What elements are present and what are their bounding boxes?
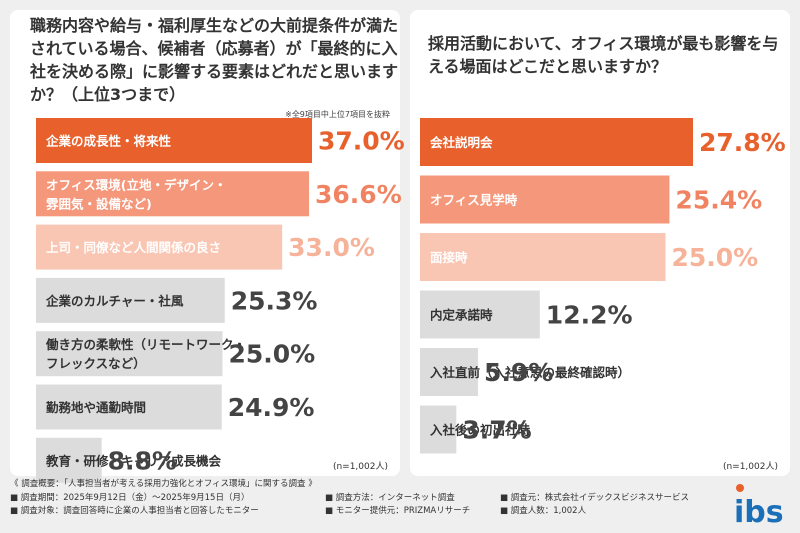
- right-bar-3: [420, 233, 666, 281]
- left-value-label-4: 25.3%: [231, 286, 318, 315]
- survey-footer: 《 調査概要：「人事担当者が考える採用力強化とオフィス環境」に関する調査 》 ■…: [10, 478, 730, 519]
- left-bar-6: [36, 384, 222, 430]
- survey-org: ■ 調査元：株式会社イデックスビジネスサービス: [500, 492, 689, 503]
- left-value-label-7: 8.8%: [108, 446, 177, 475]
- left-sample-size-note: (n=1,002人): [332, 462, 388, 472]
- right-value-label-4: 12.2%: [546, 301, 633, 330]
- left-bar-chart: 企業の成長性・将来性 37.0% オフィス環境(立地・デザイン・雰囲気・設備など) 3…: [36, 118, 405, 483]
- right-bar-group-4: 内定承諾時 12.2%: [420, 290, 633, 339]
- left-category-label-5-line-2: フレックスなど）: [46, 356, 146, 371]
- left-bar-group-3: 上司・同僚など人間関係の良さ 33.0%: [36, 224, 375, 270]
- survey-period: ■ 調査期間：2025年9月12日（金）～2025年9月15日（月）: [10, 492, 250, 503]
- left-bar-1: [36, 118, 312, 163]
- right-bar-1: [420, 118, 693, 166]
- ibs-logo: ibs: [734, 484, 784, 528]
- left-value-label-2: 36.6%: [315, 180, 402, 209]
- left-bar-3: [36, 224, 283, 270]
- right-bar-6: [420, 405, 457, 454]
- left-value-label-1: 37.0%: [318, 127, 405, 156]
- left-category-label-2-line-2: 雰囲気・設備など): [46, 196, 152, 211]
- right-category-label-3: 面接時: [430, 250, 468, 265]
- right-category-label-1: 会社説明会: [430, 135, 493, 150]
- logo-text: ibs: [734, 495, 784, 528]
- right-value-label-2: 25.4%: [675, 186, 762, 215]
- survey-method: ■ 調査方法：インターネット調査: [325, 492, 455, 503]
- right-value-label-1: 27.8%: [699, 128, 786, 157]
- left-bar-group-5: 働き方の柔軟性（リモートワーク・フレックスなど） 25.0%: [36, 331, 315, 377]
- right-sample-size-note: (n=1,002人): [722, 462, 778, 472]
- logo-dot: [736, 484, 744, 492]
- right-value-label-6: 3.7%: [462, 416, 531, 445]
- right-question-title: 採用活動において、オフィス環境が最も影響を与える場面はどこだと思いますか？: [428, 34, 779, 76]
- right-bar-5: [420, 348, 478, 396]
- left-value-label-3: 33.0%: [288, 233, 375, 262]
- right-category-label-4: 内定承諾時: [430, 308, 493, 323]
- right-category-label-2: オフィス見学時: [430, 193, 518, 208]
- left-category-label-5-line-1: 働き方の柔軟性（リモートワーク・: [45, 337, 246, 352]
- left-category-label-1: 企業の成長性・将来性: [45, 134, 172, 149]
- left-category-label-3: 上司・同僚など人間関係の良さ: [46, 240, 221, 255]
- right-bar-4: [420, 290, 540, 339]
- right-bar-2: [420, 175, 670, 224]
- left-value-label-6: 24.9%: [228, 393, 315, 422]
- right-value-label-3: 25.0%: [672, 243, 759, 272]
- right-category-label-5: 入社直前（入社意思の最終確認時）: [430, 365, 630, 380]
- left-excerpt-note: ※全9項目中上位7項目を抜粋: [285, 110, 390, 119]
- right-value-label-5: 5.9%: [484, 358, 553, 387]
- left-bar-group-1: 企業の成長性・将来性 37.0%: [36, 118, 405, 163]
- left-bar-5: [36, 331, 223, 377]
- left-category-label-4: 企業のカルチャー・社風: [45, 293, 184, 308]
- left-bar-group-2: オフィス環境(立地・デザイン・雰囲気・設備など) 36.6%: [36, 171, 402, 217]
- left-bar-4: [36, 277, 225, 323]
- right-bar-group-1: 会社説明会 27.8%: [420, 118, 786, 166]
- right-bar-group-5: 入社直前（入社意思の最終確認時）5.9%: [420, 348, 630, 396]
- right-category-label-6: 入社後の初出社時: [430, 423, 531, 438]
- left-bar-2: [36, 171, 310, 217]
- left-category-label-2-line-1: オフィス環境(立地・デザイン・: [46, 177, 226, 192]
- right-bar-group-2: オフィス見学時 25.4%: [420, 175, 762, 224]
- left-category-label-6: 勤務地や通勤時間: [46, 400, 146, 415]
- left-chart-panel: 職務内容や給与・福利厚生などの大前提条件が満たされている場合、候補者（応募者）が…: [10, 10, 405, 483]
- right-bar-chart: 会社説明会 27.8% オフィス見学時 25.4% 面接時 25.0% 内定承諾時 12.2%…: [420, 118, 786, 454]
- survey-target: ■ 調査対象：調査回答時に企業の人事担当者と回答したモニター: [10, 506, 259, 516]
- survey-count: ■ 調査人数：1,002人: [500, 506, 587, 516]
- left-bar-group-4: 企業のカルチャー・社風 25.3%: [36, 277, 318, 323]
- left-value-label-5: 25.0%: [228, 340, 315, 369]
- survey-provider: ■ モニター提供元：PRIZMAリサーチ: [325, 506, 471, 516]
- right-bar-group-3: 面接時 25.0%: [420, 233, 758, 281]
- left-bar-group-6: 勤務地や通勤時間 24.9%: [36, 384, 315, 430]
- left-bar-7: [36, 437, 102, 483]
- left-category-label-7: 教育・研修・キャリア成長機会: [45, 453, 222, 468]
- right-chart-panel: 採用活動において、オフィス環境が最も影響を与える場面はどこだと思いますか？ 会社…: [410, 10, 790, 476]
- left-question-title: 職務内容や給与・福利厚生などの大前提条件が満たされている場合、候補者（応募者）が…: [30, 16, 399, 104]
- survey-summary: 《 調査概要：「人事担当者が考える採用力強化とオフィス環境」に関する調査 》: [10, 479, 317, 489]
